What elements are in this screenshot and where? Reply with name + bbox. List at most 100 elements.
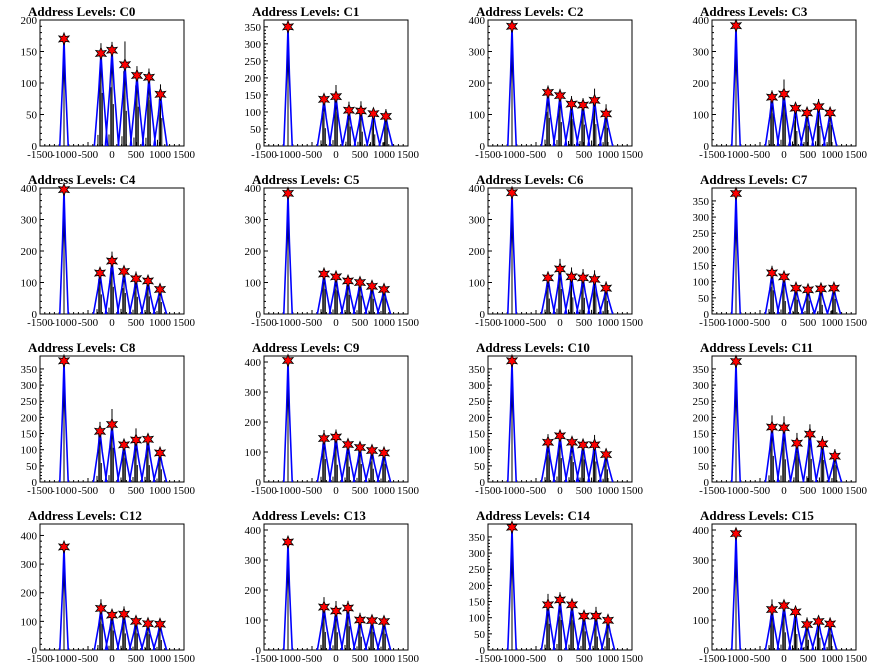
x-tick-label: 1500 bbox=[621, 317, 644, 329]
y-tick-label: 200 bbox=[245, 585, 262, 597]
x-tick-label: 1500 bbox=[621, 653, 644, 665]
x-tick-label: 0 bbox=[557, 485, 563, 497]
x-tick-label: -500 bbox=[750, 653, 771, 665]
y-tick-label: 200 bbox=[245, 246, 262, 258]
x-tick-label: -500 bbox=[750, 317, 771, 329]
x-tick-label: 1000 bbox=[149, 485, 172, 497]
x-tick-label: -1000 bbox=[275, 317, 301, 329]
peak-marker bbox=[765, 265, 779, 281]
x-tick-label: -1500 bbox=[27, 317, 53, 329]
peak-marker bbox=[777, 598, 791, 613]
x-tick-label: -1500 bbox=[475, 653, 501, 665]
x-tick-label: -1000 bbox=[51, 653, 77, 665]
x-tick-label: -1500 bbox=[27, 485, 53, 497]
x-tick-label: -1000 bbox=[499, 485, 525, 497]
y-tick-label: 200 bbox=[469, 246, 486, 258]
x-tick-label: 500 bbox=[800, 317, 817, 329]
y-tick-label: 350 bbox=[693, 364, 710, 376]
x-tick-label: -500 bbox=[78, 485, 99, 497]
peak-marker bbox=[823, 616, 837, 631]
y-tick-label: 100 bbox=[245, 107, 262, 119]
peak-marker bbox=[117, 264, 131, 279]
panel-7: Address Levels: C7 0 50 100 150 200 250 300 350 -… bbox=[693, 172, 868, 329]
y-tick-label: 100 bbox=[245, 615, 262, 627]
peak-marker bbox=[153, 617, 167, 632]
x-tick-label: 0 bbox=[333, 653, 339, 665]
peak-marker bbox=[827, 281, 841, 296]
x-tick-label: -500 bbox=[750, 149, 771, 161]
peak-marker bbox=[141, 432, 155, 447]
panel-3: Address Levels: C3 0 100 200 300 400 -1500-100… bbox=[693, 4, 868, 161]
x-tick-label: 1000 bbox=[597, 653, 620, 665]
y-tick-label: 400 bbox=[469, 15, 486, 27]
x-tick-label: 500 bbox=[128, 485, 145, 497]
y-tick-label: 200 bbox=[245, 417, 262, 429]
panel-2: Address Levels: C2 0 100 200 300 400 -1500-100… bbox=[469, 4, 644, 161]
peak-marker bbox=[565, 435, 579, 450]
x-tick-label: 1500 bbox=[173, 317, 196, 329]
x-tick-label: 1500 bbox=[397, 653, 420, 665]
y-tick-label: 100 bbox=[21, 278, 38, 290]
peak-marker bbox=[588, 437, 601, 452]
peak-marker bbox=[365, 443, 379, 458]
panel-title: Address Levels: C2 bbox=[476, 4, 583, 19]
x-tick-label: -1500 bbox=[699, 485, 725, 497]
x-tick-label: -500 bbox=[526, 149, 547, 161]
x-tick-label: 0 bbox=[557, 653, 563, 665]
x-tick-label: -500 bbox=[78, 653, 99, 665]
x-tick-label: 1500 bbox=[845, 317, 868, 329]
peak-marker bbox=[812, 99, 825, 114]
y-tick-label: 50 bbox=[474, 461, 486, 473]
y-tick-label: 250 bbox=[693, 396, 710, 408]
x-tick-label: 500 bbox=[352, 317, 369, 329]
peak-marker bbox=[129, 271, 143, 286]
y-tick-label: 300 bbox=[245, 555, 262, 567]
y-tick-label: 200 bbox=[693, 585, 710, 597]
y-tick-label: 200 bbox=[21, 246, 38, 258]
x-tick-label: 500 bbox=[800, 149, 817, 161]
peak-marker bbox=[790, 436, 804, 451]
peak-marker bbox=[812, 614, 825, 629]
peak-marker bbox=[789, 281, 803, 296]
peak-marker bbox=[576, 270, 590, 285]
y-tick-label: 150 bbox=[469, 429, 486, 441]
peak-marker bbox=[800, 617, 814, 632]
y-tick-label: 50 bbox=[698, 293, 710, 305]
x-tick-label: 500 bbox=[800, 485, 817, 497]
panel-11: Address Levels: C11 0 50 100 150 200 250 300 350… bbox=[693, 340, 868, 497]
x-tick-label: -500 bbox=[302, 149, 323, 161]
x-tick-label: 1500 bbox=[173, 485, 196, 497]
peak-marker bbox=[565, 269, 578, 284]
y-tick-label: 150 bbox=[245, 90, 262, 102]
x-tick-label: 1500 bbox=[845, 653, 868, 665]
peak-marker bbox=[105, 417, 119, 432]
panel-title: Address Levels: C12 bbox=[28, 508, 142, 523]
peak-marker bbox=[142, 70, 156, 85]
peak-marker bbox=[117, 607, 131, 622]
x-tick-label: 0 bbox=[781, 317, 787, 329]
y-tick-label: 100 bbox=[21, 616, 38, 628]
x-tick-label: -1000 bbox=[275, 653, 301, 665]
y-tick-label: 200 bbox=[469, 412, 486, 424]
peak-marker bbox=[505, 19, 519, 34]
peak-marker bbox=[576, 97, 590, 113]
peak-marker bbox=[365, 613, 379, 628]
x-tick-label: 1000 bbox=[149, 653, 172, 665]
panel-1: Address Levels: C1 0 50 100 150 200 250 300 350 -… bbox=[245, 4, 420, 161]
y-tick-label: 300 bbox=[693, 380, 710, 392]
x-tick-label: -1000 bbox=[275, 485, 301, 497]
peak-marker bbox=[57, 31, 71, 46]
x-tick-label: -1000 bbox=[499, 149, 525, 161]
peak-marker bbox=[329, 89, 343, 104]
x-tick-label: 500 bbox=[352, 149, 369, 161]
y-tick-label: 50 bbox=[250, 124, 262, 136]
x-tick-label: -1000 bbox=[51, 149, 77, 161]
y-tick-label: 100 bbox=[469, 110, 486, 122]
peak-marker bbox=[599, 106, 613, 121]
y-tick-label: 0 bbox=[256, 141, 262, 153]
peak-marker bbox=[93, 265, 107, 281]
y-tick-label: 250 bbox=[693, 228, 710, 240]
y-tick-label: 0 bbox=[32, 309, 38, 321]
y-tick-label: 300 bbox=[21, 215, 38, 227]
panel-0: Address Levels: C0 0 50 100 150 200 -1500-1000… bbox=[21, 4, 196, 161]
